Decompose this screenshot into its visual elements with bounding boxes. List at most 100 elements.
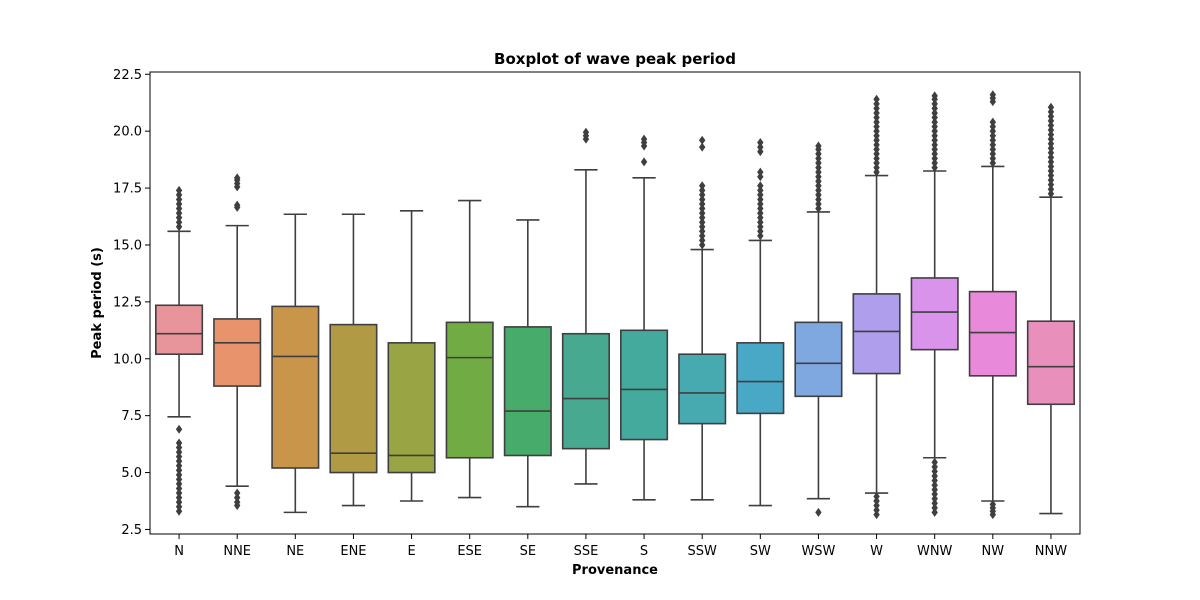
- outlier-point: [873, 496, 880, 506]
- outlier-point: [175, 208, 183, 218]
- outlier-point: [815, 199, 822, 209]
- box-iqr: [503, 326, 552, 457]
- outlier-point: [989, 126, 997, 136]
- y-tick-label: 2.5: [121, 523, 142, 538]
- outlier-point: [873, 103, 880, 113]
- outlier-point: [1047, 189, 1055, 199]
- box-iqr: [387, 342, 436, 474]
- outlier-point: [1047, 175, 1055, 185]
- outlier-point: [931, 153, 938, 163]
- outlier-point: [931, 117, 938, 127]
- outlier-point: [757, 204, 764, 214]
- x-tick-label: ESE: [457, 544, 482, 559]
- outlier-point: [698, 208, 706, 218]
- outlier-point: [698, 199, 706, 209]
- outlier-point: [815, 507, 822, 517]
- outlier-point: [175, 461, 183, 471]
- outlier-point: [757, 181, 764, 191]
- box-iqr: [620, 329, 669, 441]
- outlier-point: [1047, 157, 1055, 167]
- outlier-point: [175, 199, 183, 209]
- box-s: [620, 134, 669, 501]
- outlier-point: [175, 443, 183, 453]
- outlier-point: [233, 173, 241, 183]
- outlier-point: [233, 200, 241, 210]
- plot-area: [155, 90, 1075, 520]
- outlier-point: [757, 147, 764, 157]
- outlier-point: [989, 158, 997, 168]
- outlier-point: [757, 167, 764, 177]
- outlier-point: [989, 144, 997, 154]
- outlier-point: [989, 140, 997, 150]
- outlier-point: [931, 108, 938, 118]
- box-se: [503, 219, 552, 508]
- outlier-point: [931, 158, 938, 168]
- outlier-point: [873, 126, 880, 136]
- outlier-point: [233, 493, 241, 503]
- outlier-point: [931, 144, 938, 154]
- box-ne: [271, 213, 320, 514]
- outlier-point: [698, 204, 706, 214]
- outlier-point: [1047, 116, 1055, 126]
- outlier-point: [175, 474, 183, 484]
- x-tick-label: SSE: [574, 544, 599, 559]
- outlier-point: [175, 483, 183, 493]
- outlier-point: [931, 99, 938, 109]
- outlier-point: [873, 163, 880, 173]
- outlier-point: [931, 91, 938, 101]
- outlier-point: [931, 462, 938, 472]
- outlier-point: [931, 503, 938, 513]
- y-axis-label: Peak period (s): [90, 247, 105, 359]
- outlier-point: [931, 466, 938, 476]
- outlier-point: [1047, 111, 1055, 121]
- box-wnw: [910, 91, 959, 517]
- outlier-point: [698, 142, 706, 152]
- outlier-point: [815, 163, 822, 173]
- outlier-point: [931, 498, 938, 508]
- outlier-point: [873, 131, 880, 141]
- outlier-point: [989, 122, 997, 132]
- outlier-point: [698, 226, 706, 236]
- outlier-point: [989, 131, 997, 141]
- outlier-point: [1047, 180, 1055, 190]
- outlier-point: [1047, 120, 1055, 130]
- outlier-point: [175, 452, 183, 462]
- outlier-point: [175, 204, 183, 214]
- outlier-point: [175, 424, 183, 434]
- box-n: [155, 185, 204, 516]
- outlier-point: [931, 126, 938, 136]
- outlier-point: [815, 141, 822, 151]
- outlier-point: [873, 108, 880, 118]
- outlier-point: [1047, 171, 1055, 181]
- outlier-point: [873, 167, 880, 177]
- box-ese: [445, 199, 494, 499]
- box-ene: [329, 213, 378, 507]
- outlier-point: [698, 213, 706, 223]
- box-iqr: [910, 277, 959, 351]
- outlier-point: [989, 135, 997, 145]
- outlier-point: [175, 479, 183, 489]
- x-tick-label: ENE: [340, 544, 366, 559]
- x-tick-label: SE: [520, 544, 536, 559]
- outlier-point: [931, 476, 938, 486]
- box-nnw: [1026, 102, 1075, 515]
- x-tick-label: NW: [982, 544, 1005, 559]
- box-iqr: [794, 321, 843, 398]
- outlier-point: [931, 471, 938, 481]
- box-nne: [213, 173, 262, 511]
- outlier-point: [757, 231, 764, 241]
- outlier-point: [698, 185, 706, 195]
- outlier-point: [1047, 139, 1055, 149]
- outlier-point: [582, 127, 590, 137]
- outlier-point: [1047, 130, 1055, 140]
- outlier-point: [175, 447, 183, 457]
- outlier-point: [931, 131, 938, 141]
- outlier-point: [873, 149, 880, 159]
- box-iqr: [213, 318, 262, 387]
- outlier-point: [175, 493, 183, 503]
- outlier-point: [175, 456, 183, 466]
- box-iqr: [736, 342, 785, 415]
- outlier-point: [873, 135, 880, 145]
- outlier-point: [757, 138, 764, 148]
- outlier-point: [640, 157, 648, 167]
